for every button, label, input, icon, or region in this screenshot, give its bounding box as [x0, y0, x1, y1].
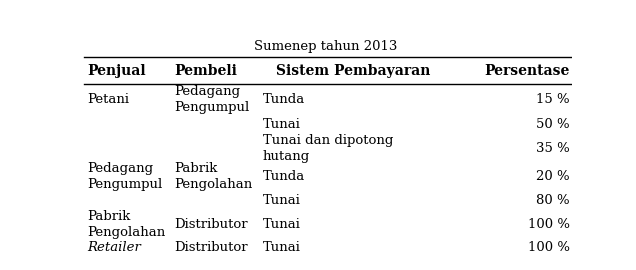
Text: Distributor: Distributor	[175, 218, 248, 231]
Text: Sistem Pembayaran: Sistem Pembayaran	[275, 64, 430, 78]
Text: Sumenep tahun 2013: Sumenep tahun 2013	[254, 40, 398, 53]
Text: Petani: Petani	[87, 93, 129, 106]
Text: 15 %: 15 %	[536, 93, 570, 106]
Text: Pedagang
Pengumpul: Pedagang Pengumpul	[175, 85, 250, 114]
Text: Distributor: Distributor	[175, 241, 248, 254]
Text: 50 %: 50 %	[536, 119, 570, 131]
Text: 100 %: 100 %	[528, 218, 570, 231]
Text: Tunai dan dipotong
hutang: Tunai dan dipotong hutang	[263, 134, 393, 163]
Text: 80 %: 80 %	[536, 194, 570, 207]
Text: Retailer: Retailer	[87, 241, 141, 254]
Text: Pabrik
Pengolahan: Pabrik Pengolahan	[175, 162, 253, 191]
Text: Tunai: Tunai	[263, 194, 300, 207]
Text: Persentase: Persentase	[485, 64, 570, 78]
Text: Penjual: Penjual	[87, 64, 146, 78]
Text: 20 %: 20 %	[536, 170, 570, 183]
Text: 35 %: 35 %	[536, 142, 570, 155]
Text: Pedagang
Pengumpul: Pedagang Pengumpul	[87, 162, 162, 191]
Text: 100 %: 100 %	[528, 241, 570, 254]
Text: Pabrik
Pengolahan: Pabrik Pengolahan	[87, 210, 165, 239]
Text: Tunai: Tunai	[263, 119, 300, 131]
Text: Tunda: Tunda	[263, 170, 305, 183]
Text: Tunda: Tunda	[263, 93, 305, 106]
Text: Tunai: Tunai	[263, 241, 300, 254]
Text: Tunai: Tunai	[263, 218, 300, 231]
Text: Pembeli: Pembeli	[175, 64, 238, 78]
